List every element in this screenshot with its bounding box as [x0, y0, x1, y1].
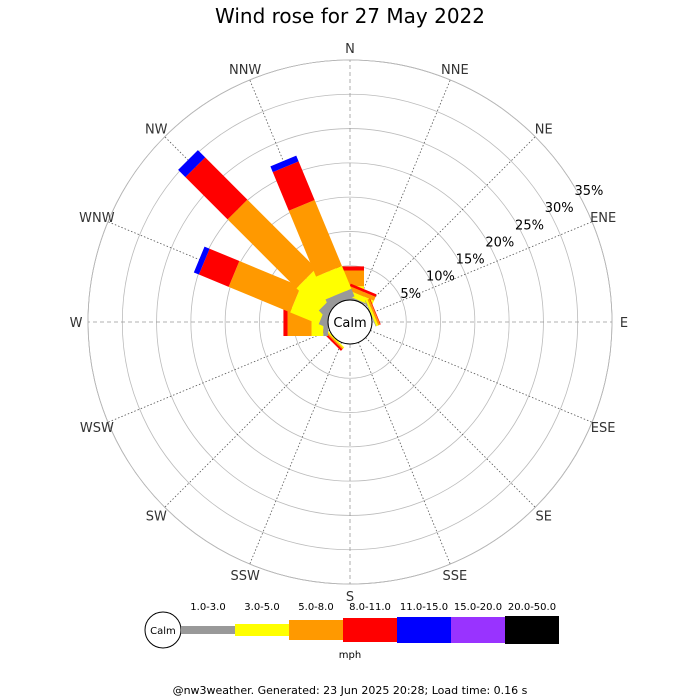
direction-label-s: S — [346, 590, 354, 605]
legend-calm-label: Calm — [150, 626, 176, 637]
bar-n-3 — [336, 266, 364, 271]
spoke-nne — [358, 79, 451, 302]
bar-nw-2 — [227, 199, 317, 289]
spoke-ese — [370, 330, 593, 423]
legend-swatch-6 — [505, 616, 559, 644]
ring-label-30: 30% — [545, 201, 574, 216]
bar-ene-2 — [367, 298, 381, 326]
bar-wnw-3 — [198, 248, 240, 287]
bar-nnw-2 — [288, 200, 342, 277]
direction-label-wnw: WNW — [79, 211, 115, 226]
bar-nnw-4 — [270, 155, 299, 173]
spoke-se — [365, 337, 536, 508]
calm-label: Calm — [333, 316, 366, 331]
legend-label-0: 1.0-3.0 — [190, 602, 225, 613]
spoke-ne — [365, 136, 536, 307]
bar-nne-2 — [348, 286, 376, 301]
spoke-wsw — [107, 330, 330, 423]
legend-label-4: 11.0-15.0 — [400, 602, 448, 613]
bar-ene-3 — [369, 298, 381, 325]
legend-label-3: 8.0-11.0 — [349, 602, 391, 613]
bar-wnw-4 — [193, 246, 210, 275]
legend-swatch-0 — [181, 626, 235, 634]
legend-units: mph — [339, 650, 361, 661]
bar-sw-1 — [323, 327, 345, 349]
calm-circle — [327, 299, 373, 345]
legend-swatch-3 — [343, 618, 397, 642]
bar-nne-3 — [349, 283, 377, 297]
legend-swatch-1 — [235, 624, 289, 636]
bar-w-3 — [283, 308, 288, 336]
direction-label-wsw: WSW — [80, 421, 114, 436]
direction-label-ese: ESE — [591, 421, 616, 436]
bar-nw-3 — [185, 157, 248, 220]
ring-label-10: 10% — [426, 270, 455, 285]
bar-nw-4 — [178, 150, 206, 178]
ring-label-25: 25% — [515, 218, 544, 233]
spoke-sw — [164, 337, 335, 508]
direction-label-nne: NNE — [441, 63, 469, 78]
footer-text: @nw3weather. Generated: 23 Jun 2025 20:2… — [172, 684, 528, 697]
chart-title: Wind rose for 27 May 2022 — [215, 4, 485, 28]
ring-label-20: 20% — [485, 235, 514, 250]
direction-label-w: W — [70, 316, 83, 331]
ring-10 — [259, 231, 441, 413]
direction-label-sse: SSE — [442, 569, 467, 584]
legend-swatch-4 — [397, 617, 451, 643]
bar-ene-1 — [365, 299, 379, 327]
ring-15 — [224, 196, 476, 448]
direction-label-ne: NE — [535, 122, 553, 137]
legend-label-6: 20.0-50.0 — [508, 602, 556, 613]
bar-nnw-0 — [325, 288, 355, 308]
bar-nnw-1 — [316, 265, 352, 300]
legend-label-2: 5.0-8.0 — [298, 602, 333, 613]
direction-label-nw: NW — [145, 122, 168, 137]
ring-label-5: 5% — [400, 287, 421, 302]
direction-label-ene: ENE — [590, 211, 616, 226]
legend-label-1: 3.0-5.0 — [244, 602, 279, 613]
ring-label-35: 35% — [574, 184, 603, 199]
direction-label-se: SE — [536, 510, 552, 525]
bar-nne-0 — [345, 295, 372, 308]
bar-nnw-3 — [272, 161, 315, 211]
legend-swatch-2 — [289, 620, 343, 640]
direction-label-e: E — [620, 316, 628, 331]
spoke-ssw — [249, 342, 342, 565]
bar-wnw-2 — [228, 261, 301, 313]
direction-label-sw: SW — [146, 510, 167, 525]
ring-label-15: 15% — [456, 253, 485, 268]
legend-swatch-5 — [451, 617, 505, 643]
direction-label-nnw: NNW — [229, 63, 261, 78]
direction-label-n: N — [345, 42, 355, 57]
spoke-ene — [370, 221, 593, 314]
direction-label-ssw: SSW — [230, 569, 260, 584]
legend-label-5: 15.0-20.0 — [454, 602, 502, 613]
ring-20 — [190, 162, 510, 482]
spoke-sse — [358, 342, 451, 565]
